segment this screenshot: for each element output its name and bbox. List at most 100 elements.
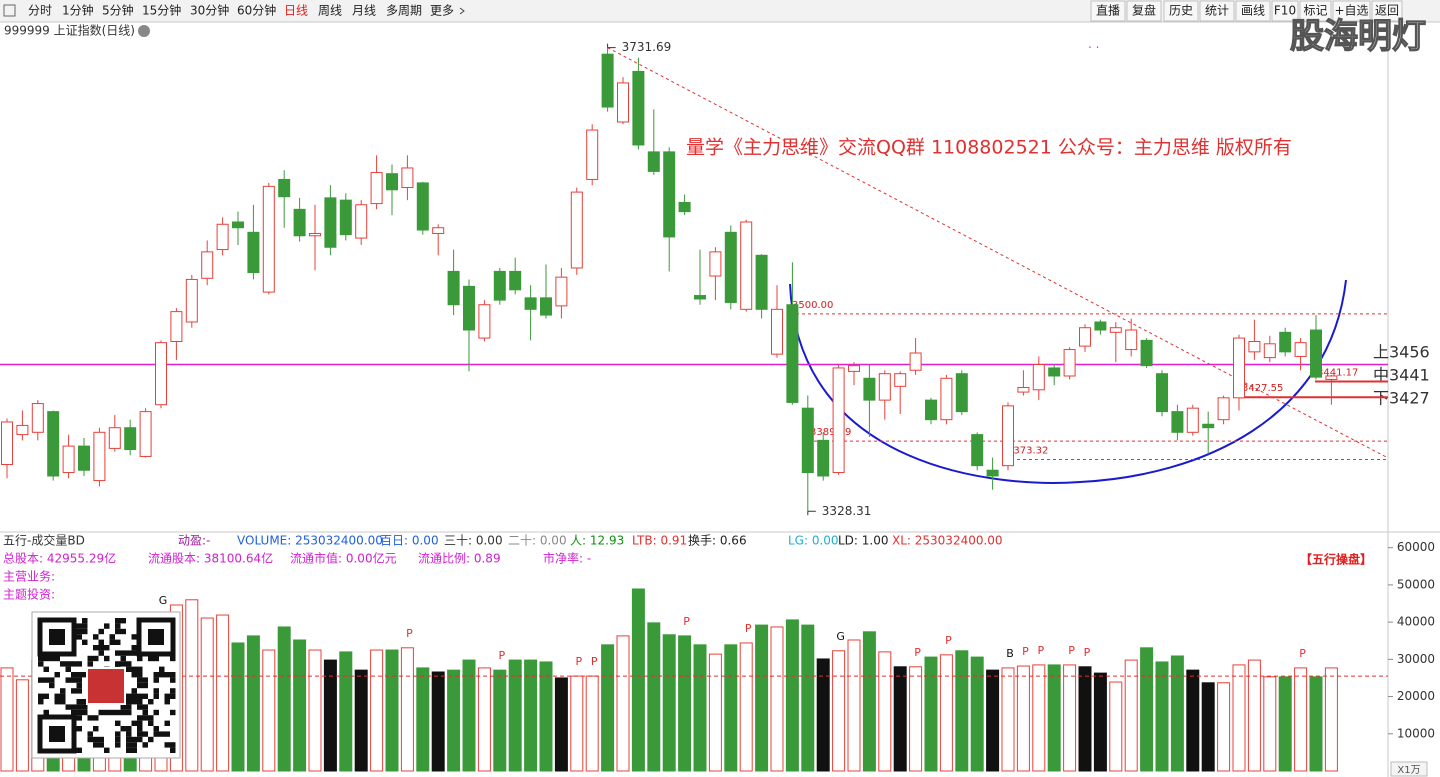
- toolbar-item[interactable]: 多周期: [386, 4, 422, 18]
- qr-cell: [153, 655, 159, 662]
- qr-cell: [65, 661, 71, 667]
- toolbar-item[interactable]: 周线: [318, 4, 342, 18]
- qr-cell: [120, 704, 126, 710]
- toolbar-button[interactable]: [1090, 0, 1126, 22]
- toolbar-item[interactable]: 30分钟: [190, 3, 229, 18]
- toolbar-button[interactable]: [1371, 0, 1403, 22]
- toolbar-button[interactable]: [1163, 0, 1199, 22]
- qr-cell: [43, 709, 49, 716]
- toolbar-item[interactable]: 5分钟: [102, 3, 134, 18]
- toolbar-button-label[interactable]: 复盘: [1132, 3, 1156, 18]
- qr-cell: [98, 650, 104, 656]
- indicator: LD: 1.00: [838, 534, 889, 548]
- candle-body: [16, 424, 29, 436]
- qr-cell: [115, 618, 121, 624]
- volume-marker: B: [1006, 647, 1014, 660]
- candle-body: [817, 439, 830, 477]
- candle-body: [1294, 342, 1307, 357]
- toolbar-button-label[interactable]: +自选: [1334, 4, 1368, 18]
- volume-bar: [400, 647, 414, 772]
- toolbar-button-label[interactable]: F10: [1274, 4, 1296, 18]
- candle-body: [724, 231, 737, 303]
- qr-cell: [115, 736, 121, 743]
- volume-bar: [508, 659, 522, 772]
- toolbar-button-label[interactable]: 直播: [1096, 4, 1120, 18]
- candle-body: [62, 445, 75, 474]
- toolbar-item[interactable]: 月线: [352, 4, 376, 18]
- qr-cell: [126, 747, 132, 753]
- qr-cell: [131, 742, 137, 748]
- qr-cell: [82, 628, 88, 635]
- toolbar-button[interactable]: [1126, 0, 1162, 22]
- toolbar-item[interactable]: 1分钟: [62, 3, 94, 18]
- volume-marker: P: [1068, 644, 1075, 657]
- toolbar-item[interactable]: 更多: [430, 4, 454, 18]
- qr-cell: [82, 672, 88, 678]
- qr-cell: [131, 747, 137, 753]
- volume-bar: [200, 617, 214, 772]
- toolbar-item[interactable]: 60分钟: [237, 3, 276, 18]
- candle-body: [1032, 363, 1045, 391]
- qr-cell: [49, 655, 55, 662]
- volume-bar: [1109, 681, 1123, 772]
- volume-bar: [755, 624, 769, 772]
- toolbar-icon[interactable]: [3, 4, 16, 17]
- qr-cell: [71, 677, 77, 683]
- qr-finder: [37, 617, 77, 657]
- toolbar-item[interactable]: 15分钟: [142, 3, 181, 18]
- volume-marker: P: [683, 615, 690, 628]
- qr-cell: [137, 704, 143, 710]
- toolbar-button[interactable]: [1299, 0, 1332, 22]
- volume-bar: [1278, 676, 1292, 772]
- toolbar-button[interactable]: [1332, 0, 1371, 22]
- volume-marker: P: [406, 627, 413, 640]
- toolbar-button-label[interactable]: 返回: [1375, 4, 1399, 18]
- candle-body: [940, 377, 953, 421]
- volume-bar: [570, 675, 584, 772]
- candle-body: [1263, 343, 1276, 359]
- volume-bar: [801, 624, 815, 772]
- volume-bar: [262, 649, 276, 772]
- toolbar-button[interactable]: [1235, 0, 1271, 22]
- toolbar-button[interactable]: [1199, 0, 1235, 22]
- qr-cell: [126, 661, 132, 667]
- candle-body: [1094, 321, 1107, 331]
- candle-body: [894, 373, 907, 387]
- toolbar-item[interactable]: 分时: [28, 4, 52, 18]
- toolbar-button-label[interactable]: 历史: [1169, 4, 1193, 18]
- volume-bar: [585, 675, 599, 772]
- qr-cell: [82, 709, 88, 716]
- indicator: 人: 12.93: [570, 534, 624, 548]
- volume-bar: [1186, 669, 1200, 772]
- y-tick-label: 60000: [1397, 540, 1435, 554]
- qr-cell: [98, 742, 104, 748]
- title-menu[interactable]: [138, 25, 150, 37]
- qr-cell: [60, 661, 66, 667]
- toolbar-button-label[interactable]: 统计: [1205, 4, 1229, 18]
- qr-cell: [76, 715, 82, 721]
- toolbar-button-label[interactable]: 标记: [1303, 4, 1327, 18]
- toolbar-button-label[interactable]: 画线: [1241, 4, 1265, 18]
- qr-cell: [131, 720, 137, 726]
- volume-bar: [1155, 661, 1169, 772]
- volume-bar: [832, 650, 846, 772]
- volume-bar: [1016, 665, 1030, 772]
- candle-body: [524, 297, 537, 310]
- qr-cell: [43, 693, 49, 699]
- qr-cell: [131, 688, 137, 694]
- toolbar-button[interactable]: [1271, 0, 1299, 22]
- candle-body: [31, 403, 44, 433]
- toolbar-item[interactable]: 日线: [284, 4, 308, 18]
- qr-cell: [93, 726, 99, 732]
- qr-cell: [115, 731, 121, 737]
- volume-bar: [1324, 667, 1338, 772]
- qr-cell: [170, 672, 176, 678]
- candle-body: [1017, 386, 1030, 393]
- level-label: 3427.55: [1242, 383, 1283, 394]
- qr-cell: [109, 709, 115, 716]
- qr-cell: [142, 682, 148, 689]
- volume-bar: [462, 659, 476, 772]
- qr-cell: [126, 650, 132, 656]
- qr-cell: [148, 720, 154, 726]
- level-label: 3500.00: [792, 300, 833, 311]
